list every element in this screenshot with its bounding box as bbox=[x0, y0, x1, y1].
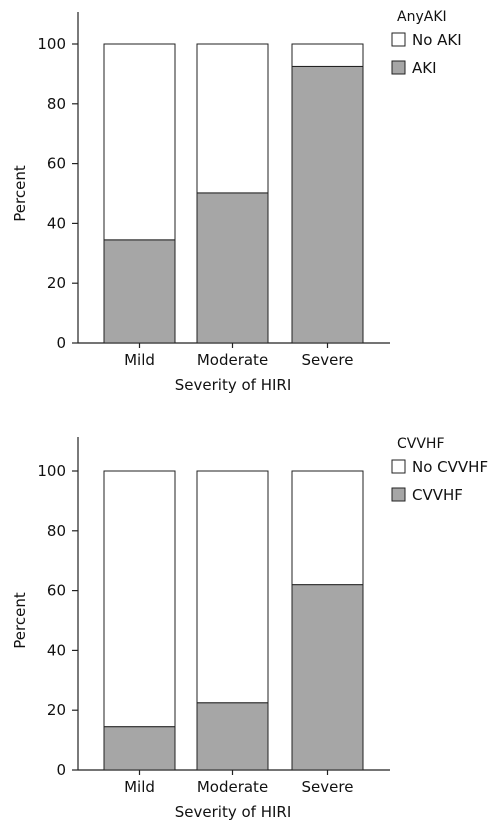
legend-swatch-aki bbox=[391, 60, 406, 75]
x-category-label: Moderate bbox=[197, 778, 268, 796]
bar-no-cvvhf-mild bbox=[103, 470, 176, 728]
y-tick-label: 0 bbox=[56, 334, 66, 352]
legend-title: CVVHF bbox=[397, 436, 445, 452]
bar-aki-severe bbox=[291, 65, 364, 344]
legend: AnyAKI No AKI AKI bbox=[391, 9, 462, 77]
x-category-label: Mild bbox=[124, 351, 155, 369]
y-axis-title: Percent bbox=[11, 592, 29, 649]
y-tick-label: 60 bbox=[47, 155, 66, 173]
bar-no-cvvhf-severe bbox=[291, 470, 364, 586]
x-category-label: Mild bbox=[124, 778, 155, 796]
y-axis-title: Percent bbox=[11, 165, 29, 222]
bar-cvvhf-severe bbox=[291, 584, 364, 771]
bar-aki-moderate bbox=[196, 192, 269, 344]
y-tick-label: 0 bbox=[56, 761, 66, 779]
y-tick-label: 100 bbox=[37, 35, 66, 53]
x-category-label: Severe bbox=[302, 778, 354, 796]
legend-swatch-no-aki bbox=[391, 32, 406, 47]
x-axis-title: Severity of HIRI bbox=[175, 803, 292, 821]
y-tick-label: 20 bbox=[47, 701, 66, 719]
legend-label: CVVHF bbox=[412, 486, 463, 504]
x-category-label: Moderate bbox=[197, 351, 268, 369]
legend-label: No CVVHF bbox=[412, 458, 488, 476]
bar-no-aki-severe bbox=[291, 43, 364, 67]
y-tick-label: 80 bbox=[47, 522, 66, 540]
legend-label: AKI bbox=[412, 59, 437, 77]
x-category-label: Severe bbox=[302, 351, 354, 369]
chart-panel-2: 0 20 40 60 80 100 Mild Moderate Severe Severity o… bbox=[11, 436, 488, 821]
bar-no-aki-moderate bbox=[196, 43, 269, 194]
bar-no-cvvhf-moderate bbox=[196, 470, 269, 704]
bar-cvvhf-moderate bbox=[196, 702, 269, 771]
bar-aki-mild bbox=[103, 239, 176, 344]
chart-panel-1: 0 20 40 60 80 100 Mild Moderate Severe Severity o… bbox=[11, 9, 462, 394]
legend-swatch-no-cvvhf bbox=[391, 459, 406, 474]
y-tick-label: 100 bbox=[37, 462, 66, 480]
legend-swatch-cvvhf bbox=[391, 487, 406, 502]
bar-no-aki-mild bbox=[103, 43, 176, 241]
y-tick-label: 20 bbox=[47, 274, 66, 292]
legend: CVVHF No CVVHF CVVHF bbox=[391, 436, 488, 504]
y-tick-label: 40 bbox=[47, 641, 66, 659]
legend-title: AnyAKI bbox=[397, 9, 447, 25]
y-tick-label: 60 bbox=[47, 582, 66, 600]
y-tick-label: 40 bbox=[47, 214, 66, 232]
bar-cvvhf-mild bbox=[103, 726, 176, 771]
x-axis-title: Severity of HIRI bbox=[175, 376, 292, 394]
y-tick-label: 80 bbox=[47, 95, 66, 113]
legend-label: No AKI bbox=[412, 31, 462, 49]
